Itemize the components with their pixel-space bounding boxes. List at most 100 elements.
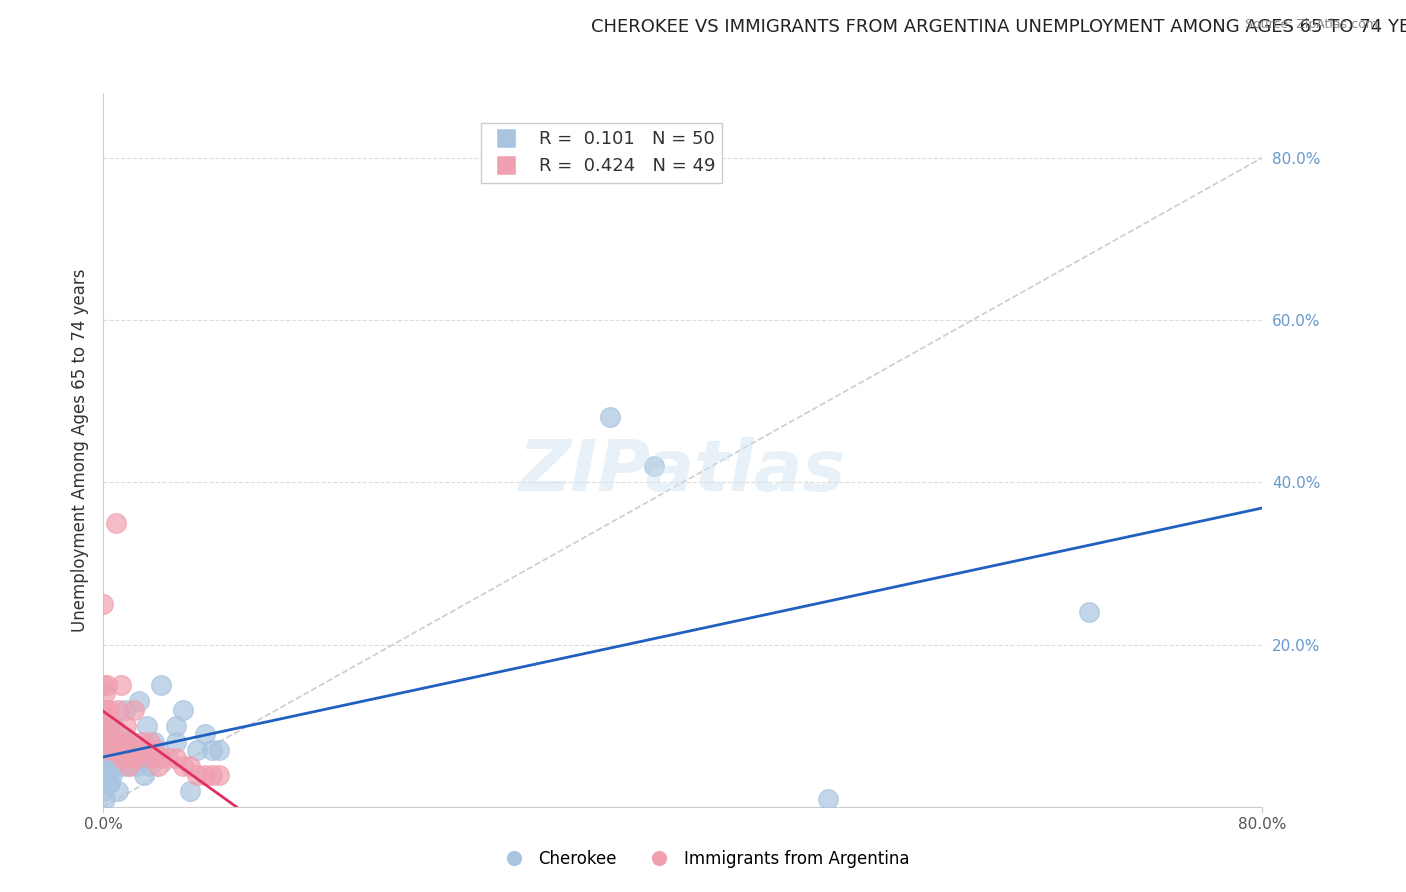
Cherokee [148,743,170,757]
Cherokee [104,735,127,749]
Immigrants from Argentina [135,743,157,757]
Cherokee [97,759,120,773]
Cherokee [108,727,131,741]
Immigrants from Argentina [179,759,201,773]
Cherokee [165,735,187,749]
Immigrants from Argentina [91,678,114,692]
Immigrants from Argentina [104,743,127,757]
Cherokee [97,775,120,789]
Immigrants from Argentina [142,743,165,757]
Cherokee [135,719,157,733]
Cherokee [103,719,125,733]
Immigrants from Argentina [101,735,124,749]
Immigrants from Argentina [122,702,145,716]
Text: CHEROKEE VS IMMIGRANTS FROM ARGENTINA UNEMPLOYMENT AMONG AGES 65 TO 74 YEARS COR: CHEROKEE VS IMMIGRANTS FROM ARGENTINA UN… [591,18,1406,36]
Cherokee [643,458,665,473]
Cherokee [186,743,208,757]
Cherokee [100,735,122,749]
Cherokee [172,702,194,716]
Cherokee [142,735,165,749]
Immigrants from Argentina [132,743,155,757]
Immigrants from Argentina [138,735,160,749]
Cherokee [96,751,118,765]
Cherokee [105,743,128,757]
Cherokee [96,767,118,781]
Cherokee [817,792,839,806]
Immigrants from Argentina [91,597,114,611]
Cherokee [91,783,114,797]
Immigrants from Argentina [108,735,131,749]
Cherokee [201,743,224,757]
Cherokee [101,767,124,781]
Cherokee [125,759,148,773]
Immigrants from Argentina [157,751,180,765]
Immigrants from Argentina [120,735,142,749]
Immigrants from Argentina [131,735,153,749]
Immigrants from Argentina [124,743,146,757]
Cherokee [94,759,117,773]
Immigrants from Argentina [118,759,141,773]
Cherokee [150,678,173,692]
Y-axis label: Unemployment Among Ages 65 to 74 years: Unemployment Among Ages 65 to 74 years [72,268,89,632]
Legend: R =  0.101   N = 50, R =  0.424   N = 49: R = 0.101 N = 50, R = 0.424 N = 49 [481,123,723,183]
Immigrants from Argentina [111,751,134,765]
Cherokee [114,702,136,716]
Immigrants from Argentina [100,743,122,757]
Immigrants from Argentina [193,767,215,781]
Cherokee [100,775,122,789]
Cherokee [107,751,129,765]
Cherokee [132,767,155,781]
Immigrants from Argentina [103,735,125,749]
Immigrants from Argentina [96,678,118,692]
Immigrants from Argentina [148,759,170,773]
Immigrants from Argentina [97,702,120,716]
Immigrants from Argentina [121,751,143,765]
Cherokee [110,743,132,757]
Cherokee [101,743,124,757]
Cherokee [94,735,117,749]
Immigrants from Argentina [115,719,138,733]
Immigrants from Argentina [100,727,122,741]
Immigrants from Argentina [107,702,129,716]
Immigrants from Argentina [112,735,135,749]
Immigrants from Argentina [139,751,162,765]
Text: Source: ZipAtlas.com: Source: ZipAtlas.com [1244,18,1378,31]
Cherokee [179,783,201,797]
Cherokee [107,783,129,797]
Immigrants from Argentina [150,751,173,765]
Cherokee [131,751,153,765]
Cherokee [121,751,143,765]
Immigrants from Argentina [110,678,132,692]
Cherokee [1077,605,1099,619]
Immigrants from Argentina [128,743,150,757]
Immigrants from Argentina [172,759,194,773]
Cherokee [100,751,122,765]
Cherokee [115,735,138,749]
Cherokee [124,743,146,757]
Cherokee [599,410,621,425]
Immigrants from Argentina [93,702,115,716]
Immigrants from Argentina [114,751,136,765]
Cherokee [128,694,150,708]
Cherokee [165,719,187,733]
Immigrants from Argentina [117,743,139,757]
Immigrants from Argentina [125,751,148,765]
Cherokee [193,727,215,741]
Text: ZIPatlas: ZIPatlas [519,437,846,506]
Legend: Cherokee, Immigrants from Argentina: Cherokee, Immigrants from Argentina [491,844,915,875]
Cherokee [91,759,114,773]
Immigrants from Argentina [201,767,224,781]
Cherokee [103,751,125,765]
Immigrants from Argentina [105,516,128,530]
Immigrants from Argentina [94,727,117,741]
Immigrants from Argentina [101,719,124,733]
Immigrants from Argentina [97,735,120,749]
Immigrants from Argentina [186,767,208,781]
Cherokee [138,759,160,773]
Cherokee [208,743,231,757]
Immigrants from Argentina [96,719,118,733]
Immigrants from Argentina [94,702,117,716]
Immigrants from Argentina [93,686,115,700]
Immigrants from Argentina [165,751,187,765]
Cherokee [117,759,139,773]
